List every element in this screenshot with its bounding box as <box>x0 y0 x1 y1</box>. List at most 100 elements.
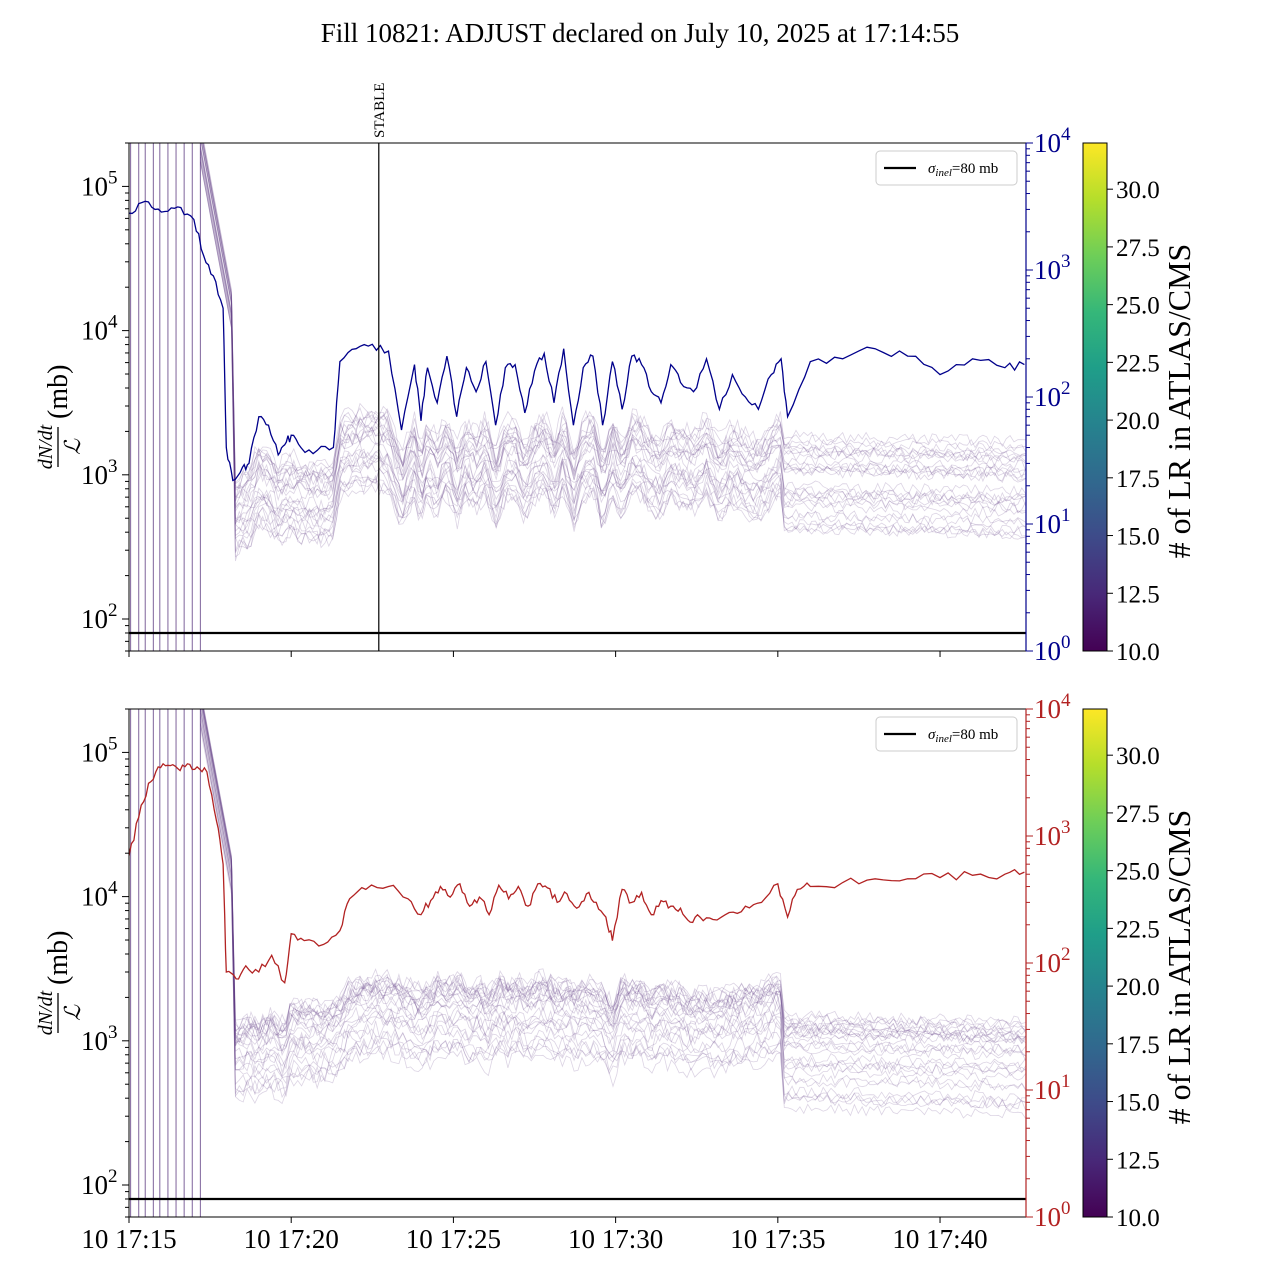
plot-area <box>129 143 1026 651</box>
lr-trace <box>200 709 1026 1077</box>
colorbar-tick-label: 10.0 <box>1116 1205 1160 1232</box>
colorbar: 10.0 12.5 15.0 17.5 20.0 22.5 25.0 27.5 30.0 # of… <box>1082 142 1197 666</box>
lr-trace <box>202 709 1026 1046</box>
lr-trace <box>200 712 1026 1083</box>
colorbar-tick-label: 22.5 <box>1116 350 1160 377</box>
stable-marker-label: STABLE <box>372 83 388 138</box>
lr-trace <box>203 709 1026 1028</box>
lr-trace <box>200 143 1026 510</box>
lr-trace <box>200 148 1026 526</box>
series-bottom-right-axis <box>129 762 1025 984</box>
colorbar-tick-label: 20.0 <box>1116 974 1160 1001</box>
lr-trace <box>200 709 1026 1070</box>
y2-tick-label: 101 <box>1034 505 1071 539</box>
colorbar-tick-label: 17.5 <box>1116 466 1160 493</box>
colorbar-tick-label: 15.0 <box>1116 524 1160 551</box>
lr-trace <box>202 709 1026 1036</box>
legend-label: σinel=80 mb <box>928 161 998 179</box>
lr-trace <box>200 160 1026 553</box>
lr-trace <box>200 724 1026 1112</box>
lr-trace <box>202 143 1026 491</box>
y-tick-label: 104 <box>81 312 118 346</box>
legend-box <box>875 150 1018 186</box>
lr-trace <box>200 157 1026 549</box>
lr-trace <box>202 143 1026 499</box>
figure-title: Fill 10821: ADJUST declared on July 10, … <box>320 18 960 48</box>
series-top-right-axis <box>129 200 1025 482</box>
lr-trace <box>203 143 1026 484</box>
x-tick-label: 10 17:35 <box>730 1224 825 1254</box>
legend-label: σinel=80 mb <box>928 727 998 745</box>
colorbar-label: # of LR in ATLAS/CMS <box>1161 244 1197 559</box>
lr-trace <box>202 709 1026 1044</box>
lr-trace <box>200 710 1026 1076</box>
lr-trace <box>203 143 1026 489</box>
panel-top: STABLE 102 103 104 105 100 101 102 103 104 dN/dt ℒ (… <box>35 83 1197 666</box>
y-axis-label: dN/dt ℒ (mb) <box>35 931 85 1036</box>
colorbar-label: # of LR in ATLAS/CMS <box>1161 810 1197 1125</box>
lr-trace <box>200 156 1026 540</box>
y2-tick-label: 101 <box>1034 1071 1071 1105</box>
colorbar: 10.0 12.5 15.0 17.5 20.0 22.5 25.0 27.5 30.0 # of… <box>1082 708 1197 1232</box>
lr-trace <box>200 709 1026 1073</box>
lr-trace <box>202 143 1026 491</box>
y-tick-label: 105 <box>81 167 118 201</box>
y-tick-label: 105 <box>81 733 118 767</box>
y2-tick-label: 100 <box>1034 1198 1071 1232</box>
lr-trace <box>200 151 1026 532</box>
colorbar-tick-label: 27.5 <box>1116 235 1160 262</box>
lr-trace <box>200 715 1026 1090</box>
colorbar-tick-label: 30.0 <box>1116 743 1160 770</box>
lr-trace <box>200 150 1026 535</box>
y2-tick-label: 100 <box>1034 632 1071 666</box>
lr-trace <box>200 143 1026 513</box>
y-label-numerator: dN/dt <box>35 424 57 469</box>
lr-trace <box>200 153 1026 537</box>
y2-tick-label: 103 <box>1034 251 1071 285</box>
colorbar-tick-label: 25.0 <box>1116 859 1160 886</box>
colorbar-tick-label: 15.0 <box>1116 1090 1160 1117</box>
lr-trace <box>201 709 1026 1057</box>
lr-trace <box>200 146 1026 525</box>
colorbar-tick-label: 27.5 <box>1116 801 1160 828</box>
x-tick-label: 10 17:15 <box>81 1224 176 1254</box>
y-label-unit: (mb) <box>43 365 74 419</box>
colorbar-tick-label: 22.5 <box>1116 916 1160 943</box>
lr-trace <box>203 709 1026 1033</box>
legend-box <box>875 716 1018 752</box>
colorbar-tick-label: 12.5 <box>1116 1147 1160 1174</box>
y2-tick-label: 102 <box>1034 944 1071 978</box>
lr-trace <box>203 143 1026 485</box>
y-label-denominator: ℒ <box>60 1004 85 1021</box>
y-label-denominator: ℒ <box>60 438 85 455</box>
plot-area <box>129 709 1026 1217</box>
plot-frame <box>128 142 1027 652</box>
lr-trace <box>200 723 1026 1108</box>
colorbar-tick-label: 12.5 <box>1116 581 1160 608</box>
lr-trace <box>202 709 1026 1045</box>
y2-tick-label: 104 <box>1034 690 1071 724</box>
lr-trace <box>200 162 1026 558</box>
legend: σinel=80 mb <box>875 716 1018 752</box>
y-tick-label: 103 <box>81 456 118 490</box>
y-label-numerator: dN/dt <box>35 990 57 1035</box>
colorbar-tick-label: 30.0 <box>1116 177 1160 204</box>
lr-traces <box>200 709 1026 1119</box>
x-tick-label: 10 17:30 <box>568 1224 663 1254</box>
lr-trace <box>201 143 1026 510</box>
y-tick-label: 104 <box>81 878 118 912</box>
y-tick-label: 103 <box>81 1022 118 1056</box>
colorbar-gradient <box>1082 708 1108 1218</box>
y2-tick-label: 103 <box>1034 817 1071 851</box>
lr-trace <box>203 709 1026 1033</box>
lr-trace <box>200 161 1026 552</box>
lr-trace <box>202 709 1026 1042</box>
lr-trace <box>201 143 1026 499</box>
lr-trace <box>200 721 1026 1103</box>
lr-trace <box>203 709 1026 1036</box>
colorbar-tick-label: 17.5 <box>1116 1032 1160 1059</box>
x-tick-label: 10 17:25 <box>406 1224 501 1254</box>
lr-trace <box>202 709 1026 1045</box>
